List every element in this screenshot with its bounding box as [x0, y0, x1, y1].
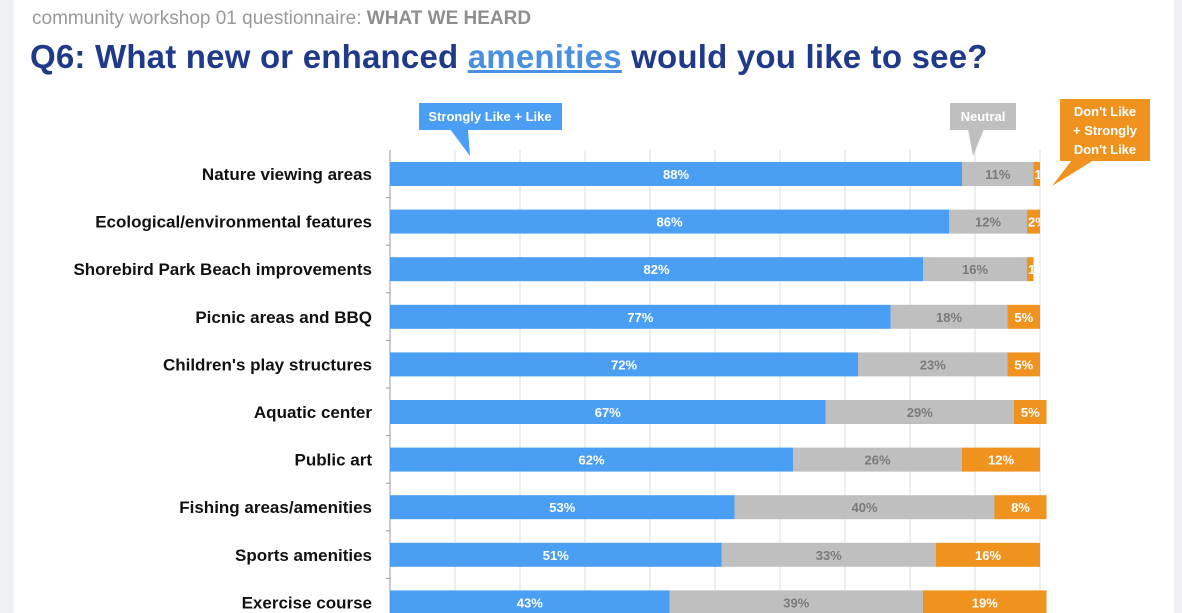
category-label: Public art — [295, 451, 373, 470]
callout-dislike-text: Don't Like — [1074, 104, 1136, 119]
data-label: 77% — [627, 310, 653, 325]
bar-segment — [1027, 209, 1040, 234]
callout-like-box — [419, 103, 562, 130]
bar-segment — [390, 400, 826, 424]
data-label: 5% — [1021, 405, 1040, 420]
bar-segment — [390, 209, 949, 234]
bar-segment — [962, 447, 1040, 472]
data-label: 16% — [962, 262, 988, 277]
data-label: 5% — [1014, 357, 1033, 372]
data-label: 8% — [1011, 500, 1030, 515]
data-label: 2% — [1028, 215, 1047, 230]
category-label: Exercise course — [242, 593, 372, 612]
data-label: 23% — [920, 357, 946, 372]
data-label: 33% — [816, 548, 842, 563]
data-label: 12% — [988, 453, 1014, 468]
data-label: 51% — [543, 548, 569, 563]
callout-like-pointer — [450, 129, 470, 156]
data-label: 88% — [663, 167, 689, 182]
bar-segment — [949, 209, 1027, 234]
page-title: Q6: What new or enhanced amenities would… — [30, 38, 988, 76]
bar-segment — [1014, 400, 1047, 424]
category-label: Sports amenities — [235, 546, 372, 565]
data-label: 53% — [549, 500, 575, 515]
callout-neutral-text: Neutral — [961, 109, 1006, 124]
data-label: 82% — [643, 262, 669, 277]
callout-neutral-box — [950, 103, 1016, 130]
bar-segment — [793, 447, 962, 472]
category-label: Aquatic center — [254, 403, 372, 422]
bar-segment — [1033, 162, 1040, 186]
bar-segment — [858, 352, 1008, 377]
category-label: Fishing areas/amenities — [179, 498, 372, 517]
bar-segment — [825, 400, 1014, 424]
bar-segment — [390, 447, 793, 472]
bar-segment — [1007, 352, 1040, 377]
bar-segment — [390, 352, 858, 377]
bar-segment — [734, 495, 995, 520]
callout-neutral-pointer — [968, 129, 984, 156]
data-label: 43% — [517, 595, 543, 610]
data-label: 12% — [975, 215, 1001, 230]
bar-segment — [936, 542, 1040, 567]
data-label: 18% — [936, 310, 962, 325]
category-label: Nature viewing areas — [202, 165, 372, 184]
bar-segment — [390, 495, 735, 520]
bar-segment — [390, 542, 722, 567]
data-label: 11% — [985, 167, 1011, 182]
data-label: 26% — [864, 453, 890, 468]
title-after: would you like to see? — [631, 38, 988, 75]
bar-segment — [962, 162, 1034, 186]
data-label: 29% — [907, 405, 933, 420]
category-label: Picnic areas and BBQ — [195, 308, 372, 327]
data-label: 39% — [783, 595, 809, 610]
data-label: 86% — [656, 215, 682, 230]
title-before: Q6: What new or enhanced — [30, 38, 459, 75]
title-emphasis: amenities — [467, 38, 622, 75]
bar-segment — [390, 162, 962, 186]
data-label: 72% — [611, 357, 637, 372]
data-label: 40% — [851, 500, 877, 515]
callout-dislike-text: Don't Like — [1074, 142, 1136, 157]
bar-segment — [923, 257, 1027, 282]
category-label: Shorebird Park Beach improvements — [73, 260, 372, 279]
bar-segment — [1027, 257, 1034, 282]
callout-dislike-box — [1060, 99, 1150, 161]
bar-segment — [721, 542, 936, 567]
bar-segment — [994, 495, 1047, 520]
data-label: 5% — [1014, 310, 1033, 325]
bar-segment — [890, 304, 1008, 329]
data-label: 1% — [1028, 262, 1047, 277]
callout-like-text: Strongly Like + Like — [428, 109, 551, 124]
bar-segment — [1007, 304, 1040, 329]
category-label: Children's play structures — [163, 355, 372, 374]
data-label: 67% — [595, 405, 621, 420]
header-subtitle: community workshop 01 questionnaire: WHA… — [32, 8, 531, 30]
subtitle-prefix: community workshop 01 questionnaire: — [32, 8, 362, 29]
category-label: Ecological/environmental features — [95, 213, 372, 232]
callout-dislike-text: + Strongly — [1073, 123, 1138, 138]
data-label: 19% — [972, 595, 998, 610]
bar-segment — [669, 590, 923, 613]
callout-dislike-pointer — [1052, 160, 1094, 186]
data-label: 1% — [1035, 167, 1054, 182]
bar-segment — [390, 304, 891, 329]
subtitle-strong: WHAT WE HEARD — [366, 8, 532, 29]
bar-segment — [390, 257, 923, 282]
bar-segment — [390, 590, 670, 613]
data-label: 62% — [578, 453, 604, 468]
data-label: 16% — [975, 548, 1001, 563]
bar-segment — [923, 590, 1047, 613]
